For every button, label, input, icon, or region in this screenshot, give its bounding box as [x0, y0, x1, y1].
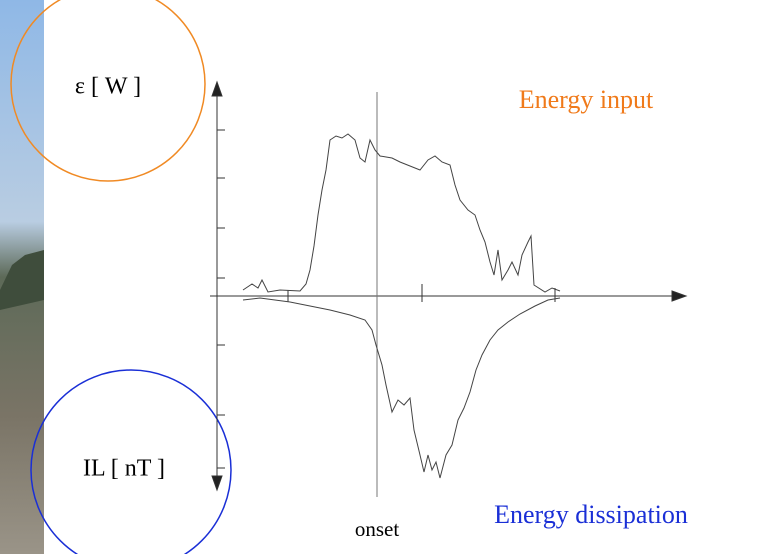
annotation: Energy dissipation [494, 500, 688, 529]
x-label: onset [355, 517, 399, 541]
y-label: IL [ nT ] [83, 456, 165, 482]
slide: ε [ W ] IL [ nT ] Energy input Energy di… [0, 0, 776, 554]
y-label: ε [ W ] [75, 74, 141, 100]
annotation: Energy input [519, 85, 654, 114]
